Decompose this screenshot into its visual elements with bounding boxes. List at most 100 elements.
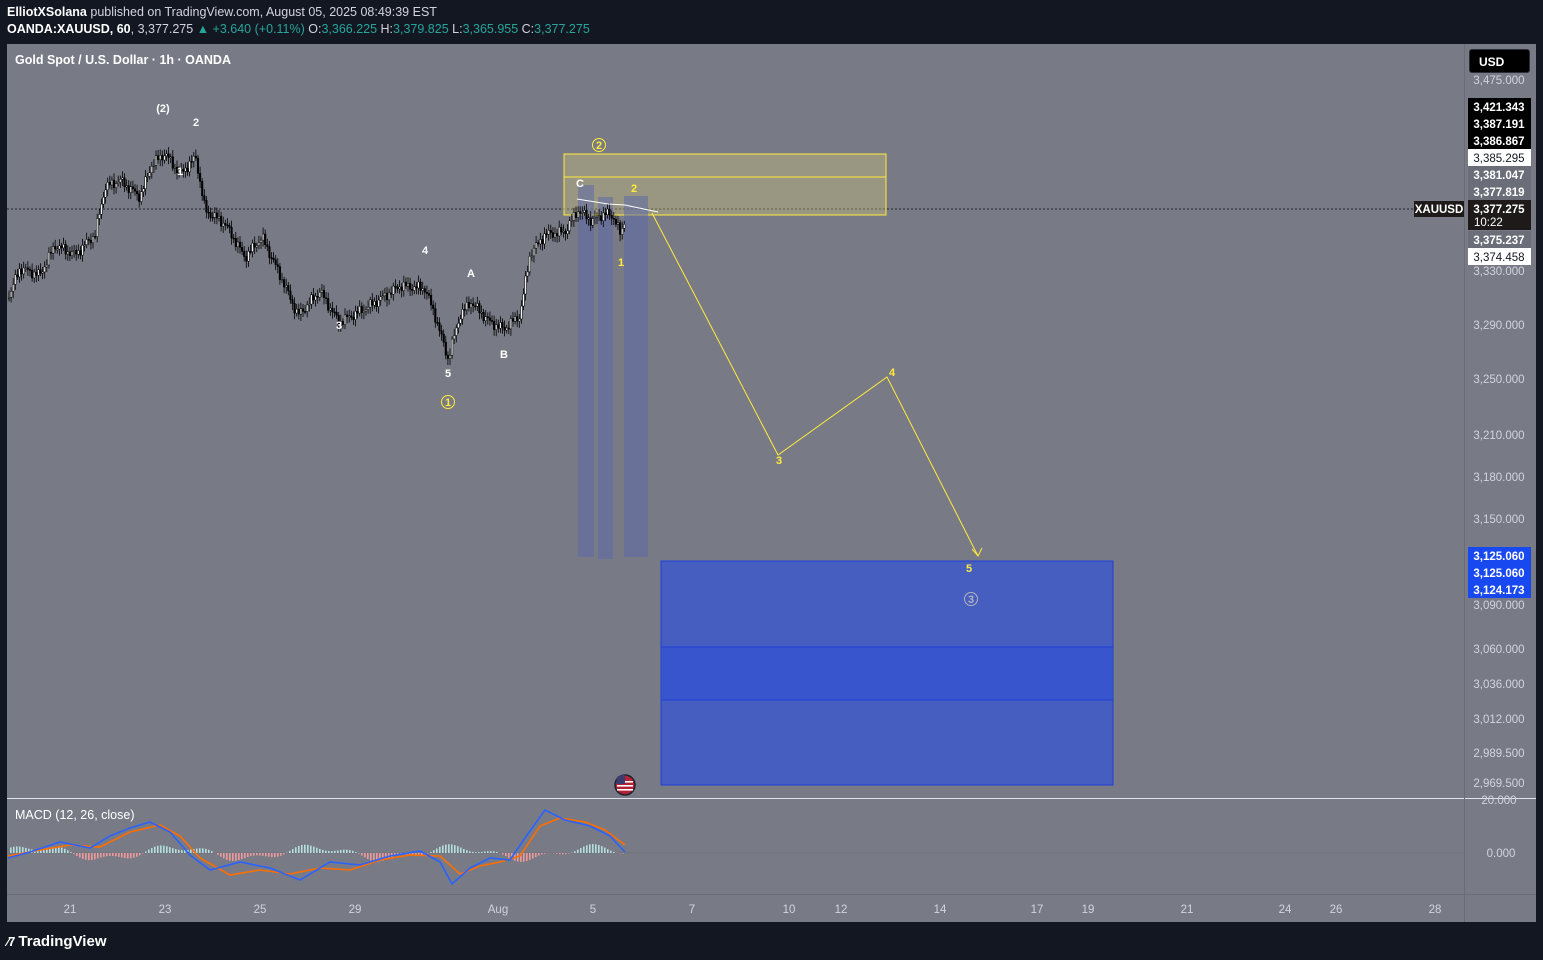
candle-body bbox=[253, 242, 256, 248]
macd-histogram-bar bbox=[22, 847, 24, 853]
candle-body bbox=[585, 210, 588, 220]
candle-body bbox=[110, 179, 113, 186]
target-zone-core[interactable] bbox=[661, 647, 1113, 700]
macd-histogram-bar bbox=[496, 851, 498, 853]
macd-histogram-bar bbox=[40, 849, 42, 853]
candle-body bbox=[201, 181, 204, 196]
candle-body bbox=[24, 267, 27, 270]
candle-body bbox=[329, 307, 332, 311]
price-tick: 3,210.000 bbox=[1473, 430, 1524, 442]
macd-histogram-bar bbox=[46, 848, 48, 853]
macd-histogram-bar bbox=[130, 853, 132, 859]
macd-histogram-bar bbox=[277, 853, 279, 857]
candle-body bbox=[467, 301, 470, 308]
macd-histogram-bar bbox=[115, 853, 117, 857]
candlestick-series[interactable] bbox=[7, 147, 626, 366]
macd-tick: 20.000 bbox=[1481, 795, 1516, 807]
candle-body bbox=[574, 212, 578, 218]
macd-histogram-bar bbox=[241, 853, 243, 860]
candle-body bbox=[58, 245, 61, 250]
macd-title[interactable]: MACD (12, 26, close) bbox=[15, 808, 135, 822]
macd-histogram-bar bbox=[334, 850, 336, 853]
time-axis[interactable] bbox=[7, 895, 1536, 922]
macd-histogram-bar bbox=[319, 848, 321, 853]
candle-body bbox=[157, 155, 160, 160]
us-flag-event-icon[interactable] bbox=[614, 774, 636, 796]
candle-body bbox=[188, 161, 191, 173]
macd-histogram-bar bbox=[121, 853, 123, 858]
candle-body bbox=[442, 333, 445, 343]
candle-body bbox=[87, 239, 90, 241]
candle-body bbox=[375, 301, 378, 307]
candle-body bbox=[81, 244, 84, 256]
candle-body bbox=[457, 323, 460, 329]
macd-histogram-bar bbox=[484, 851, 486, 853]
candle-body bbox=[400, 286, 403, 291]
symbol-interval[interactable]: OANDA:XAUUSD, 60 bbox=[7, 22, 131, 36]
chart-title[interactable]: Gold Spot / U.S. Dollar · 1h · OANDA bbox=[15, 53, 231, 67]
macd-histogram-bar bbox=[412, 853, 414, 856]
candle-body bbox=[595, 215, 599, 218]
currency-button[interactable]: USD bbox=[1469, 49, 1530, 73]
macd-histogram-bar bbox=[199, 848, 201, 853]
candle-body bbox=[295, 308, 298, 314]
macd-histogram-bar bbox=[139, 853, 141, 856]
time-tick: Aug bbox=[488, 904, 508, 916]
author-name[interactable]: ElliotXSolana bbox=[7, 5, 87, 19]
candle-body bbox=[144, 176, 147, 189]
macd-histogram-bar bbox=[460, 847, 462, 853]
candle-body bbox=[331, 307, 334, 313]
candle-body bbox=[75, 250, 78, 255]
price-tick: 3,150.000 bbox=[1473, 514, 1524, 526]
candle-body bbox=[440, 330, 443, 335]
candle-body bbox=[52, 246, 55, 254]
macd-histogram-bar bbox=[583, 846, 585, 853]
candle-body bbox=[39, 269, 42, 274]
trendline-white[interactable] bbox=[576, 198, 659, 213]
wave-projection-path[interactable] bbox=[651, 212, 979, 557]
wave-label: 2 bbox=[596, 140, 602, 152]
candle-body bbox=[348, 315, 351, 318]
candle-body bbox=[413, 286, 416, 291]
candle-body bbox=[314, 295, 317, 301]
time-tick: 29 bbox=[349, 904, 362, 916]
macd-pane[interactable] bbox=[7, 799, 1464, 894]
candle-body bbox=[524, 275, 527, 295]
macd-histogram-bar bbox=[256, 853, 258, 856]
published-text: published on TradingView.com, August 05,… bbox=[90, 5, 437, 19]
candle-body bbox=[572, 212, 575, 221]
candle-body bbox=[528, 256, 531, 273]
macd-histogram-bar bbox=[595, 844, 597, 853]
wave-circle-2 bbox=[592, 138, 606, 152]
candle-body bbox=[148, 172, 151, 177]
macd-histogram-bar bbox=[58, 847, 60, 853]
candle-body bbox=[285, 285, 288, 288]
candle-body bbox=[350, 315, 353, 318]
wave-label: B bbox=[500, 349, 508, 361]
macd-histogram-bar bbox=[238, 853, 240, 861]
candle-body bbox=[129, 186, 132, 193]
macd-histogram-bar bbox=[25, 847, 27, 853]
macd-histogram-bar bbox=[592, 844, 594, 853]
tradingview-logo[interactable]: ⁄7 TradingView bbox=[7, 932, 107, 950]
candle-body bbox=[593, 217, 596, 219]
time-tick: 23 bbox=[159, 904, 172, 916]
candle-body bbox=[339, 321, 342, 326]
candle-body bbox=[427, 293, 431, 296]
macd-line bbox=[7, 808, 626, 886]
macd-histogram-bar bbox=[283, 853, 285, 855]
price-tag-label: 3,381.047 bbox=[1473, 170, 1524, 182]
projection-arrowhead bbox=[971, 547, 983, 557]
candle-body bbox=[474, 305, 477, 308]
candle-body bbox=[532, 247, 536, 257]
price-tick: 3,090.000 bbox=[1473, 600, 1524, 612]
candle-body bbox=[98, 214, 101, 219]
candle-body bbox=[22, 267, 25, 275]
time-tick: 7 bbox=[689, 904, 695, 916]
macd-histogram-bar bbox=[331, 851, 333, 853]
macd-histogram-bar bbox=[10, 847, 12, 853]
candle-body bbox=[564, 231, 567, 234]
price-tag-label: 3,387.191 bbox=[1473, 119, 1525, 131]
close-value: 3,377.275 bbox=[534, 22, 590, 36]
